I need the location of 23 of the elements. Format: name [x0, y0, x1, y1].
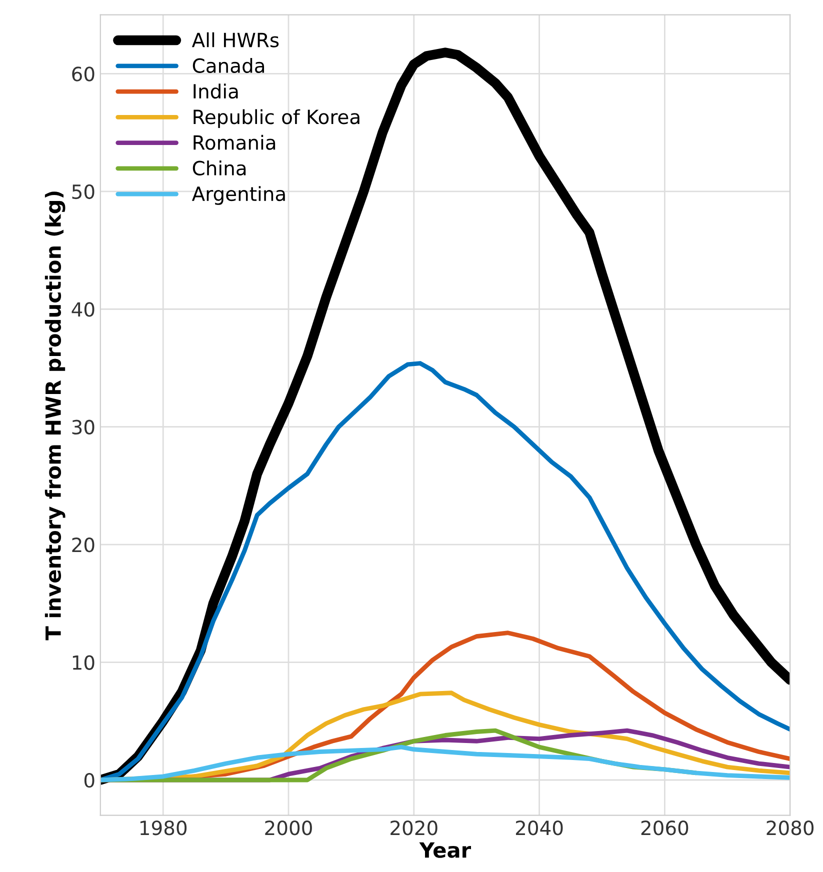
- x-tick-label: 1980: [140, 820, 187, 836]
- y-tick-label: 0: [84, 772, 94, 788]
- y-tick-label: 20: [72, 538, 94, 552]
- legend-label: All HWRs: [192, 32, 279, 48]
- y-tick-label: 30: [72, 420, 94, 435]
- x-tick-label: 2040: [516, 820, 563, 836]
- legend-label: India: [194, 84, 238, 99]
- y-axis-title: T inventory from HWR production (kg): [44, 192, 66, 640]
- x-tick-label: 2000: [265, 820, 312, 836]
- x-axis-title: Year: [419, 842, 472, 858]
- line-series: [100, 744, 790, 782]
- x-tick-label: 2020: [390, 820, 438, 836]
- legend-label: Romania: [194, 134, 276, 150]
- y-tick-label: 60: [72, 66, 94, 82]
- legend-label: Argentina: [192, 186, 285, 205]
- legend-label: China: [192, 160, 246, 176]
- legend-label: Canada: [192, 58, 264, 73]
- x-tick-label: 2080: [766, 820, 814, 836]
- legend-label: Republic of Korea: [194, 109, 360, 128]
- y-tick-label: 10: [72, 655, 94, 670]
- y-tick-label: 40: [72, 302, 94, 317]
- x-tick-label: 2060: [641, 820, 688, 836]
- y-tick-label: 50: [72, 184, 94, 200]
